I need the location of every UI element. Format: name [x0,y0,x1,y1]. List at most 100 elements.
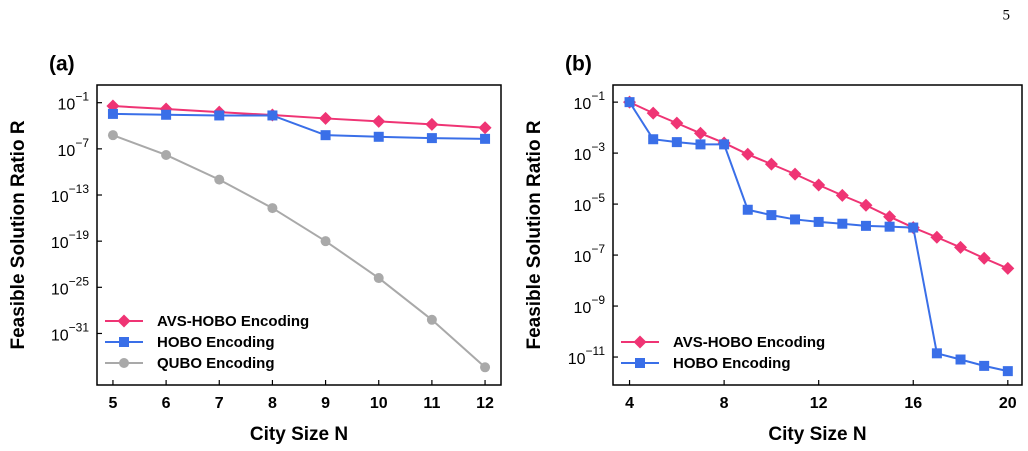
marker [837,218,848,229]
y-tick-label: 10−9 [574,293,606,317]
panel-label: (b) [565,53,592,76]
marker [693,126,707,140]
marker [214,110,225,121]
marker [426,133,437,144]
marker [161,109,172,120]
y-tick-label: 10−7 [574,242,606,266]
marker [670,116,684,130]
y-tick-label: 10−7 [58,136,90,160]
x-tick-label: 6 [162,395,171,412]
marker [835,188,849,202]
x-tick-label: 9 [321,395,330,412]
marker [267,203,278,214]
x-tick-label: 11 [423,395,440,412]
marker [719,139,730,150]
x-tick-label: 8 [720,395,729,412]
marker [624,97,635,108]
marker [214,174,225,185]
x-axis-label: City Size N [768,424,866,445]
marker [812,178,826,192]
marker [979,360,990,371]
marker [319,111,333,125]
legend-label: AVS-HOBO Encoding [673,334,825,351]
y-tick-label: 10−19 [51,228,89,252]
x-tick-label: 20 [999,395,1017,412]
marker [117,314,131,328]
x-tick-label: 16 [904,395,922,412]
marker [373,273,384,284]
marker [859,198,873,212]
series-line [112,134,486,369]
marker [635,358,645,368]
marker [426,314,437,325]
marker [373,131,384,142]
marker [813,216,824,227]
y-tick-label: 10−11 [568,344,606,368]
y-tick-label: 10−5 [574,191,606,215]
marker [161,149,172,160]
y-axis-label: Feasible Solution Ratio R [524,120,545,349]
x-tick-label: 12 [810,395,828,412]
series-line [628,101,1009,373]
y-tick-label: 10−25 [51,274,89,298]
marker [930,230,944,244]
marker [766,210,777,221]
marker [633,335,647,349]
marker [107,108,118,119]
page-number: 5 [1003,7,1011,23]
y-axis-label: Feasible Solution Ratio R [8,120,29,349]
plot-frame [612,84,1023,386]
x-tick-label: 12 [476,395,494,412]
y-tick-label: 10−13 [51,182,89,206]
x-tick-label: 7 [215,395,224,412]
plot-frame [96,84,502,386]
legend-label: HOBO Encoding [157,334,275,351]
marker [480,133,491,144]
marker [883,210,897,224]
y-tick-label: 10−31 [51,321,89,345]
marker [480,362,491,373]
marker [1001,261,1015,275]
marker [790,214,801,225]
x-axis-label: City Size N [250,424,348,445]
marker [954,240,968,254]
marker [119,358,129,368]
marker [320,130,331,141]
x-tick-label: 4 [625,395,634,412]
y-tick-label: 10−1 [58,90,90,114]
marker [764,157,778,171]
marker [742,204,753,215]
y-tick-label: 10−3 [574,140,606,164]
x-tick-label: 10 [370,395,388,412]
marker [931,348,942,359]
x-tick-label: 8 [268,395,277,412]
marker [648,134,659,145]
series-line [112,105,486,129]
x-tick-label: 5 [108,395,117,412]
y-tick-label: 10−1 [574,89,606,113]
legend-label: QUBO Encoding [157,355,275,372]
marker [1002,366,1013,377]
marker [425,117,439,131]
marker [977,251,991,265]
series-line [112,112,486,140]
panel-label: (a) [49,53,75,76]
marker [267,110,278,121]
marker [119,337,129,347]
marker [320,236,331,247]
marker [372,114,386,128]
marker [860,220,871,231]
marker [741,147,755,161]
marker [478,121,492,135]
marker [908,222,919,233]
marker [955,354,966,365]
legend-label: HOBO Encoding [673,355,791,372]
marker [788,167,802,181]
marker [695,139,706,150]
marker [107,130,118,141]
marker [884,221,895,232]
marker [646,106,660,120]
marker [671,137,682,148]
legend-label: AVS-HOBO Encoding [157,313,309,330]
